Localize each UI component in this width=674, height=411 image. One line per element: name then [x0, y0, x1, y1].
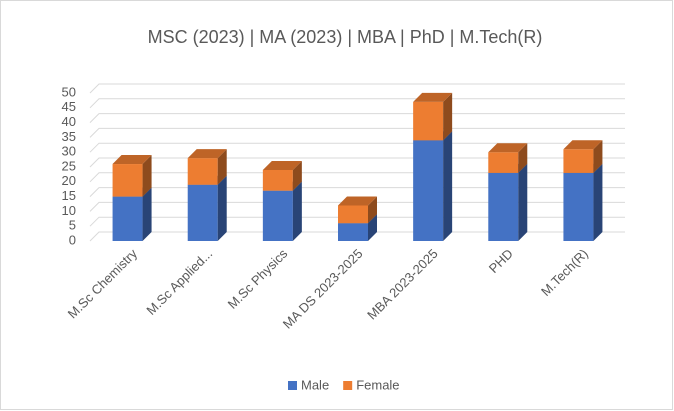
y-tick-label: 50: [62, 84, 76, 99]
bar-segment: [338, 196, 377, 224]
y-tick-label: 0: [69, 232, 76, 247]
bar-segment: [262, 160, 302, 191]
y-tick-label: 45: [62, 99, 76, 114]
bar-side: [217, 149, 227, 185]
bar-side: [443, 131, 453, 241]
bar-top: [413, 92, 453, 102]
legend-swatch: [343, 381, 353, 390]
bar-side: [518, 143, 528, 173]
bar-side: [142, 187, 152, 241]
y-tick-label: 5: [69, 218, 76, 233]
bar-side: [292, 160, 302, 191]
bar-side: [518, 163, 528, 241]
bar-side: [368, 214, 377, 241]
bar-front: [187, 184, 218, 241]
bar-front: [488, 152, 519, 173]
grid-line: [89, 83, 625, 94]
bar-segment: [187, 175, 227, 241]
bar-front: [413, 140, 444, 241]
bar-front: [187, 158, 218, 185]
y-tick-label: 10: [62, 203, 76, 218]
bar-front: [338, 223, 368, 241]
bar-top: [262, 160, 302, 170]
bar-top: [187, 149, 227, 159]
bar-segment: [563, 140, 603, 173]
bar-front: [488, 172, 519, 241]
bar-side: [217, 175, 227, 241]
bar-front: [563, 149, 594, 173]
bar-side: [142, 155, 152, 197]
bar-segment: [112, 155, 152, 197]
bar-side: [368, 196, 377, 224]
bar-segment: [413, 131, 453, 241]
bar-front: [413, 101, 444, 141]
bar-top: [563, 140, 603, 150]
y-tick-label: 30: [62, 144, 76, 159]
bar-front: [338, 205, 368, 224]
bar-top: [338, 196, 377, 206]
y-tick-label: 35: [62, 129, 76, 144]
legend-label: Female: [356, 377, 399, 392]
bar-side: [593, 163, 603, 241]
bar-top: [112, 155, 152, 165]
bar-side: [292, 181, 302, 241]
bar-front: [112, 196, 143, 241]
y-tick-label: 15: [62, 188, 76, 203]
chart-title: MSC (2023) | MA (2023) | MBA | PhD | M.T…: [148, 27, 543, 47]
bar-segment: [187, 149, 227, 185]
bar-front: [262, 190, 293, 241]
bar-front: [563, 172, 594, 241]
legend-swatch: [288, 381, 297, 390]
bar-segment: [488, 143, 528, 173]
y-tick-label: 20: [62, 173, 76, 188]
y-tick-label: 40: [62, 114, 76, 129]
bar-top: [488, 143, 528, 153]
bar-side: [443, 92, 453, 141]
bar-segment: [413, 92, 453, 141]
bar-front: [262, 169, 293, 191]
bar-side: [593, 140, 603, 173]
bar-segment: [563, 163, 603, 241]
y-tick-label: 25: [62, 158, 76, 173]
legend-label: Male: [301, 377, 329, 392]
bar-front: [112, 164, 143, 197]
bar-segment: [488, 163, 528, 241]
